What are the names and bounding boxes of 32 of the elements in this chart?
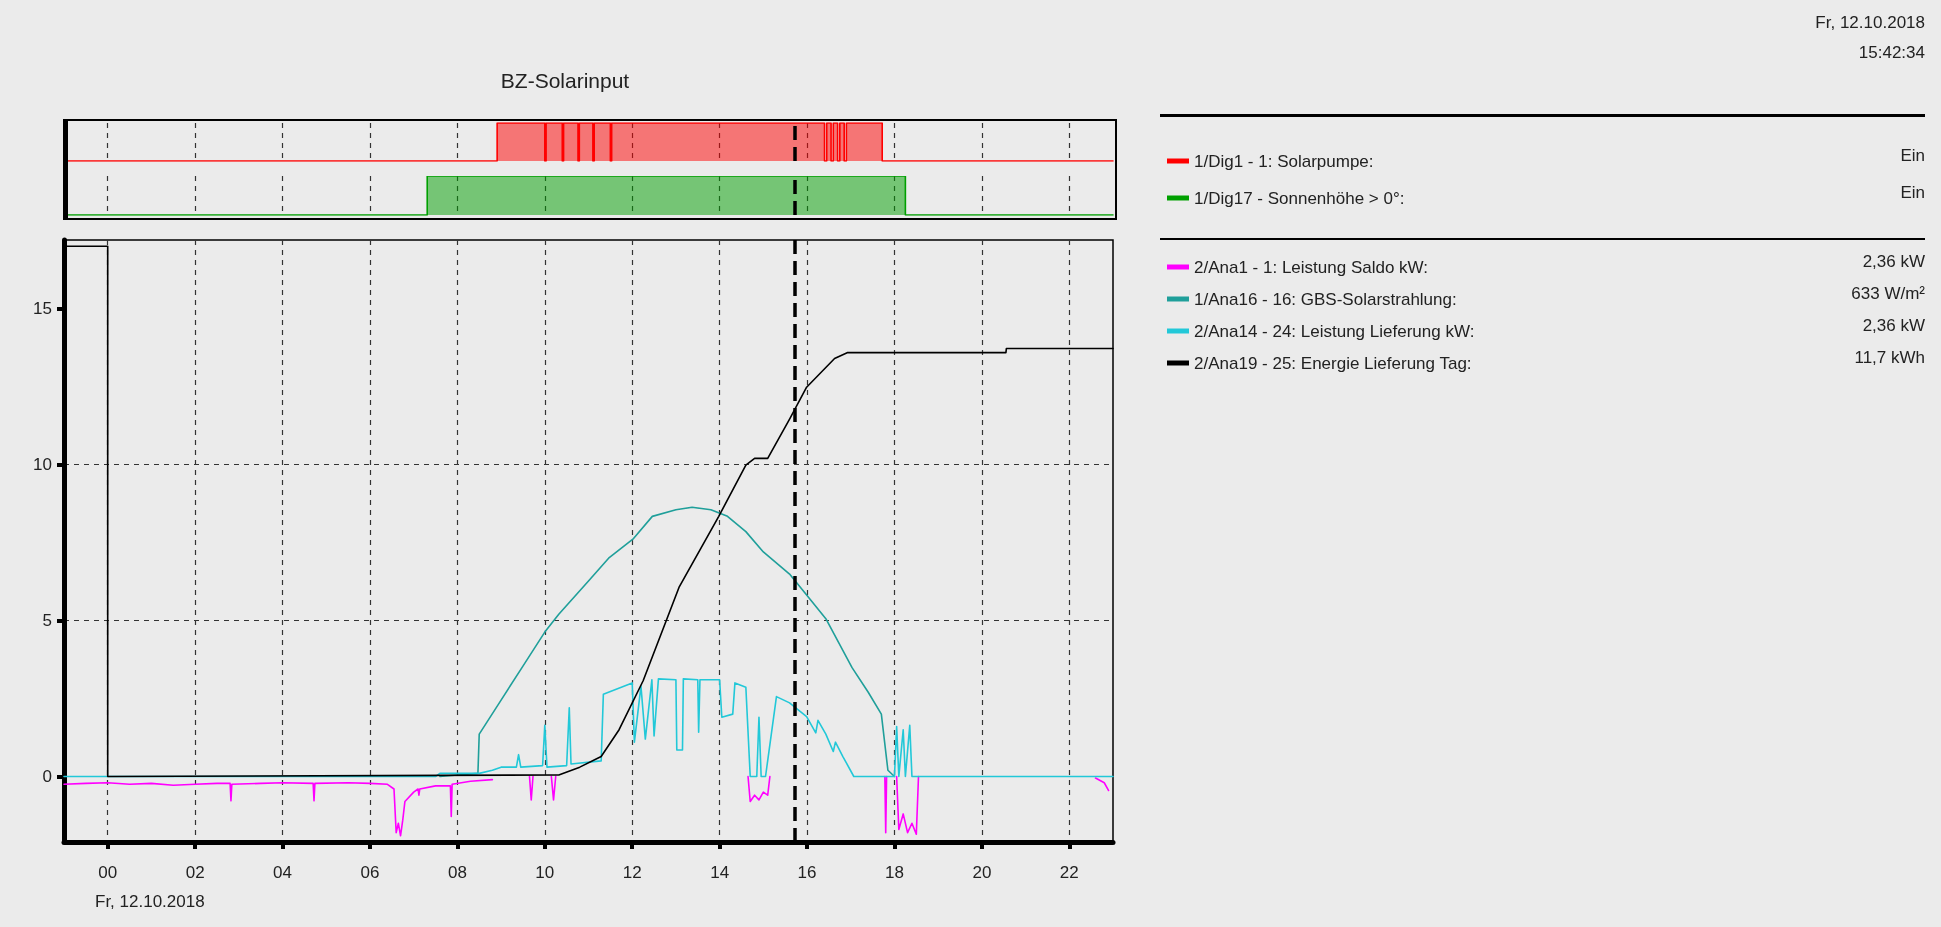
text: Fr, 12.10.2018 xyxy=(1815,13,1925,32)
text: BZ-Solarinput xyxy=(500,69,630,92)
x-tick-label: 00 xyxy=(98,863,118,882)
legend-label: 1/Ana16 - 16: GBS-Solarstrahlung: xyxy=(1194,289,1457,309)
x-tick-label: 06 xyxy=(360,863,380,882)
text: 11,7 kWh xyxy=(1854,348,1925,367)
y-tick-label: 0 xyxy=(42,767,52,786)
legend-label: 2/Ana1 - 1: Leistung Saldo kW: xyxy=(1194,257,1429,277)
text: 2,36 kW xyxy=(1862,252,1925,271)
text: Ein xyxy=(1900,183,1925,202)
x-tick-label: 18 xyxy=(885,863,904,882)
y-tick-label: 5 xyxy=(42,611,52,631)
text: 2,36 kW xyxy=(1862,316,1925,335)
x-tick-label: 02 xyxy=(185,863,205,882)
text: 15:42:34 xyxy=(1858,43,1925,62)
x-tick-label: 10 xyxy=(535,863,555,882)
x-tick-label: 04 xyxy=(273,863,292,882)
y-tick-label: 10 xyxy=(33,455,52,475)
x-axis-title: Fr, 12.10.2018 xyxy=(95,892,205,911)
x-tick-label: 08 xyxy=(447,863,467,882)
legend-label: 1/Dig1 - 1: Solarpumpe: xyxy=(1194,151,1374,171)
text: 633 W/m² xyxy=(1851,284,1926,303)
legend-label: 1/Dig17 - Sonnenhöhe > 0°: xyxy=(1194,188,1405,208)
y-tick-label: 15 xyxy=(33,299,52,319)
x-tick-label: 12 xyxy=(622,863,642,882)
legend-label: 2/Ana14 - 24: Leistung Lieferung kW: xyxy=(1194,321,1475,341)
x-tick-label: 20 xyxy=(972,863,992,882)
x-tick-label: 16 xyxy=(797,863,817,882)
legend-label: 2/Ana19 - 25: Energie Lieferung Tag: xyxy=(1194,353,1472,373)
text: Ein xyxy=(1900,146,1925,165)
x-tick-label: 14 xyxy=(710,863,730,882)
x-tick-label: 22 xyxy=(1059,863,1079,882)
